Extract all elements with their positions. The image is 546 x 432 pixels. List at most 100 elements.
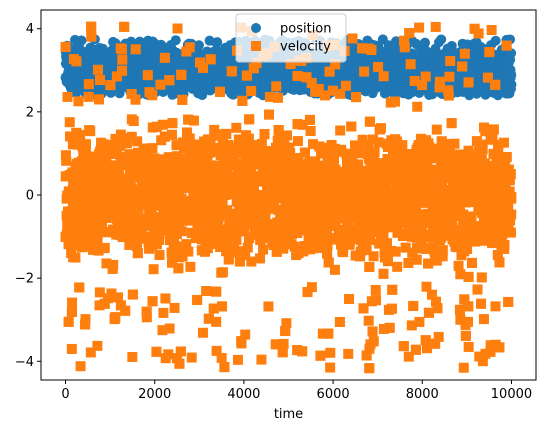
velocity-point — [462, 316, 473, 327]
velocity-point — [446, 118, 457, 129]
position-point — [420, 37, 431, 48]
velocity-point — [325, 347, 336, 358]
velocity-point — [159, 52, 170, 63]
velocity-point — [141, 306, 152, 317]
velocity-point — [414, 316, 425, 327]
velocity-point — [414, 22, 425, 33]
velocity-point — [184, 42, 195, 53]
velocity-point — [374, 124, 385, 135]
velocity-point — [258, 244, 269, 255]
velocity-point — [83, 91, 94, 102]
velocity-point — [392, 261, 403, 272]
velocity-point — [325, 362, 336, 373]
velocity-point — [148, 264, 159, 275]
velocity-point — [443, 85, 454, 96]
velocity-point — [412, 101, 423, 112]
velocity-point — [347, 33, 358, 44]
velocity-point — [117, 54, 128, 65]
velocity-point — [63, 316, 74, 327]
velocity-point — [472, 284, 483, 295]
velocity-point — [431, 124, 442, 135]
velocity-point — [62, 91, 73, 102]
velocity-point — [164, 323, 175, 334]
velocity-point — [256, 354, 267, 365]
velocity-point — [343, 348, 354, 359]
position-point — [506, 69, 517, 80]
velocity-point — [292, 70, 303, 81]
velocity-point — [478, 314, 489, 325]
position-point — [506, 79, 517, 90]
velocity-point — [154, 250, 165, 261]
velocity-point — [68, 54, 79, 65]
velocity-point — [105, 80, 116, 91]
velocity-point — [64, 117, 75, 128]
velocity-point — [463, 341, 474, 352]
velocity-point — [302, 287, 313, 298]
velocity-point — [486, 25, 497, 35]
velocity-point — [126, 114, 137, 125]
velocity-point — [335, 125, 346, 136]
velocity-point — [444, 71, 455, 82]
velocity-point — [359, 66, 370, 77]
velocity-point — [478, 122, 489, 133]
velocity-point — [70, 252, 81, 263]
velocity-point — [231, 122, 242, 133]
velocity-point — [344, 294, 355, 304]
velocity-point — [409, 76, 420, 86]
velocity-point — [130, 44, 141, 55]
velocity-point — [246, 85, 257, 96]
velocity-point — [197, 327, 208, 338]
velocity-point — [420, 71, 431, 82]
velocity-point — [458, 362, 469, 373]
velocity-point — [75, 361, 86, 372]
velocity-point — [259, 129, 270, 140]
position-point — [436, 34, 447, 45]
velocity-point — [421, 281, 432, 292]
velocity-point — [370, 284, 381, 295]
velocity-point — [323, 328, 334, 339]
velocity-point — [232, 354, 243, 365]
velocity-point — [490, 301, 501, 312]
velocity-point — [67, 297, 78, 308]
position-point — [446, 40, 457, 51]
velocity-point — [217, 267, 228, 278]
velocity-point — [155, 79, 166, 90]
velocity-point — [195, 57, 206, 68]
velocity-point — [292, 136, 303, 147]
velocity-point — [430, 21, 441, 32]
velocity-point — [373, 61, 384, 72]
velocity-point — [73, 96, 84, 107]
velocity-point — [378, 71, 389, 82]
velocity-point — [459, 48, 470, 59]
velocity-point — [127, 351, 138, 362]
velocity-point — [186, 352, 197, 363]
position-point — [76, 35, 87, 46]
velocity-point — [405, 59, 416, 70]
position-point — [193, 40, 204, 51]
velocity-point — [246, 256, 257, 267]
velocity-point — [83, 79, 94, 90]
velocity-point — [94, 94, 104, 105]
velocity-point — [271, 81, 282, 92]
velocity-point — [116, 44, 127, 55]
position-point — [170, 35, 181, 46]
velocity-point — [445, 56, 456, 66]
position-point — [490, 35, 501, 46]
velocity-point — [185, 261, 196, 272]
velocity-point — [167, 118, 178, 129]
velocity-point — [255, 253, 266, 264]
velocity-point — [340, 80, 351, 91]
velocity-point — [390, 246, 401, 257]
velocity-point — [263, 301, 274, 312]
velocity-point — [216, 352, 227, 363]
velocity-point — [476, 272, 487, 283]
velocity-point — [501, 40, 512, 51]
velocity-point — [160, 353, 171, 364]
velocity-point — [158, 307, 169, 318]
velocity-point — [172, 23, 183, 34]
velocity-point — [363, 315, 374, 326]
velocity-point — [151, 346, 162, 357]
velocity-point — [66, 343, 77, 354]
velocity-point — [142, 70, 153, 81]
